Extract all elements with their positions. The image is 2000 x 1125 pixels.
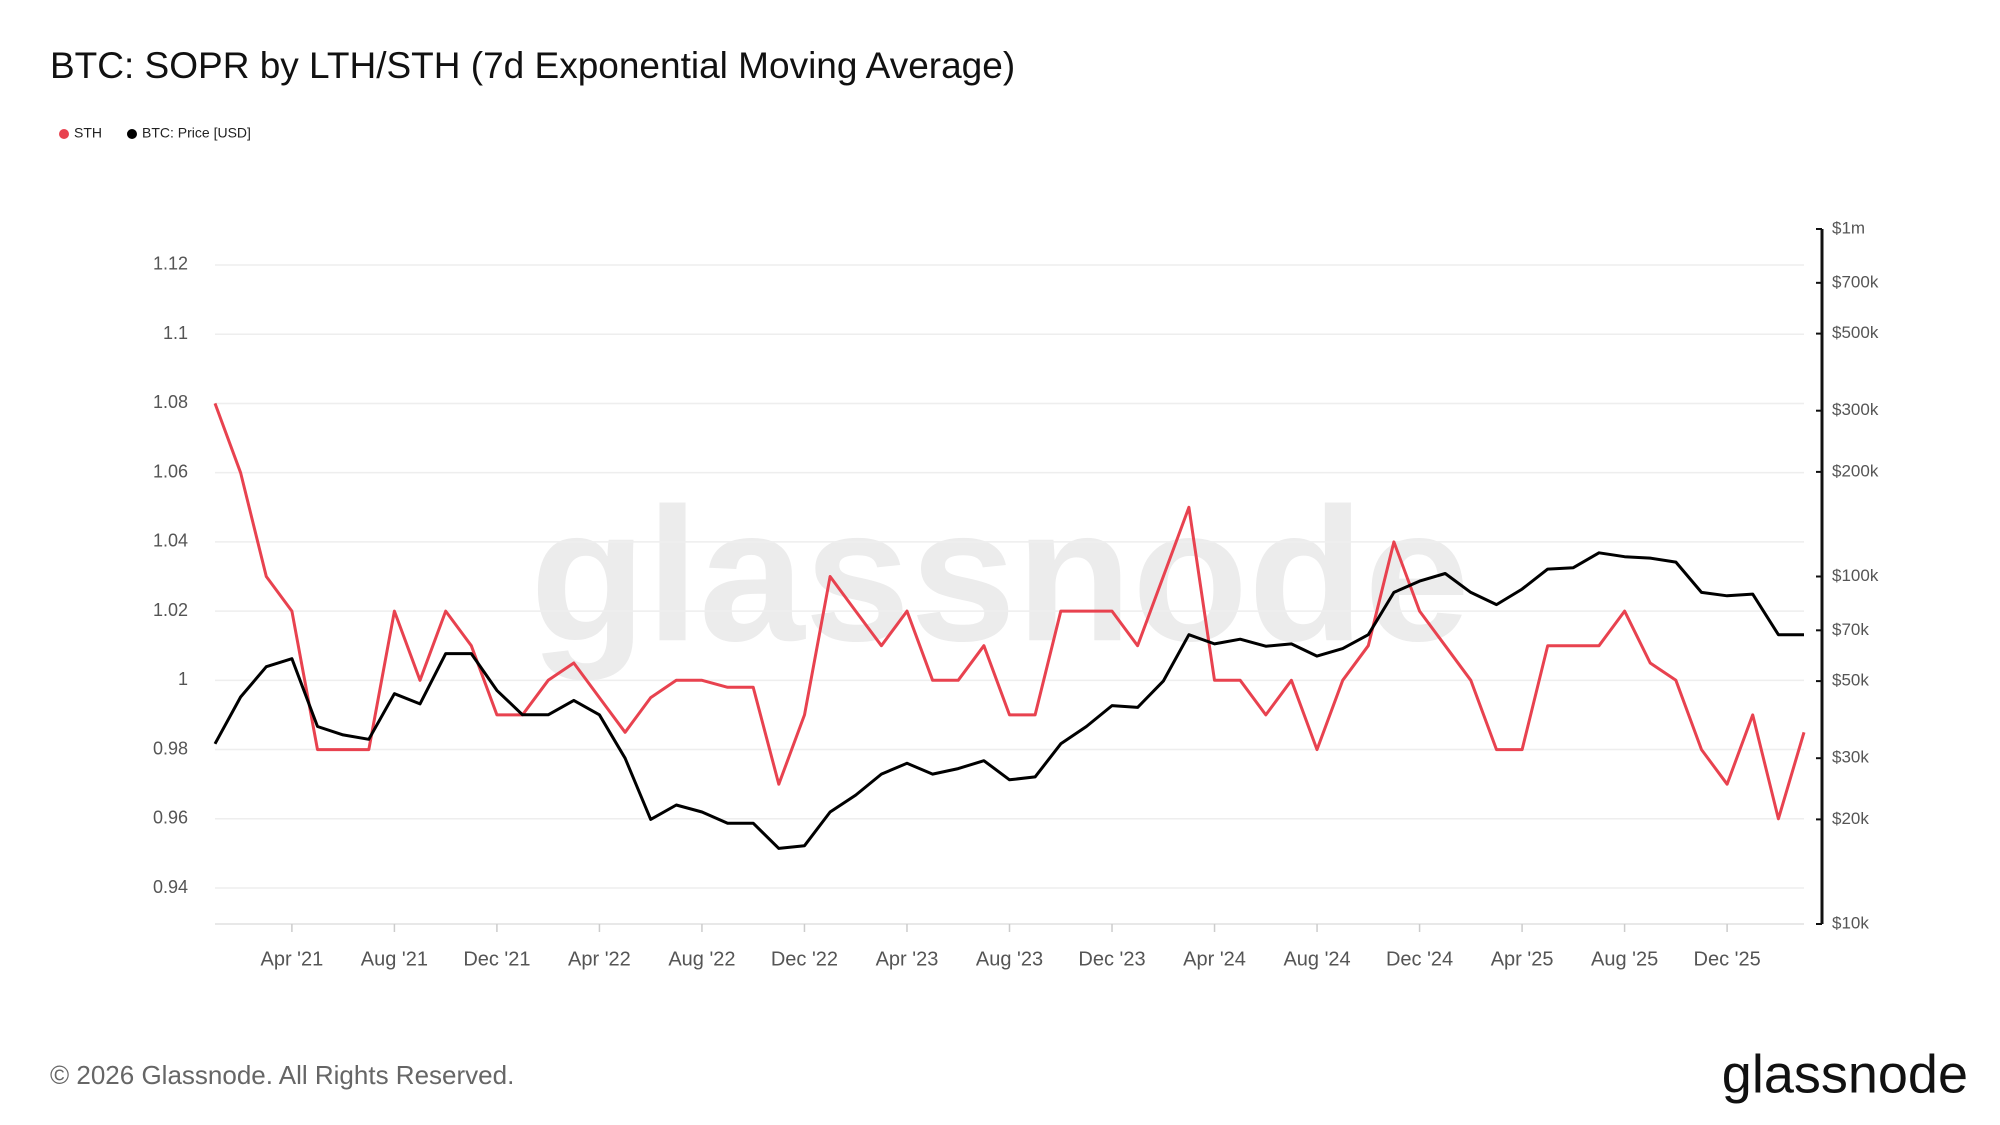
y-tick-label: 1.08 (153, 392, 188, 412)
y-tick-label: 1.06 (153, 461, 188, 481)
y-tick-label: 1.02 (153, 600, 188, 620)
logo: glassnode (1722, 1044, 1968, 1104)
y-tick-label: 1.04 (153, 531, 188, 551)
y-tick-label: 0.96 (153, 808, 188, 828)
y2-tick-label: $1m (1832, 218, 1865, 237)
x-tick-label: Aug '21 (361, 948, 428, 970)
legend-marker (127, 129, 137, 139)
x-tick-label: Apr '24 (1183, 948, 1246, 970)
series-line (213, 402, 1806, 821)
y2-tick-label: $30k (1832, 748, 1869, 767)
x-tick-label: Apr '25 (1491, 948, 1554, 970)
x-tick-label: Aug '25 (1591, 948, 1658, 970)
y2-tick-label: $10k (1832, 913, 1869, 932)
y2-tick-label: $70k (1832, 620, 1869, 639)
footer: © 2026 Glassnode. All Rights Reserved. (50, 1060, 514, 1090)
series-line (213, 551, 1804, 850)
legend-marker (59, 129, 69, 139)
legend: STH BTC: Price [USD] (59, 125, 251, 141)
y-tick-label: 1.12 (153, 254, 188, 274)
legend-label: STH (74, 125, 102, 141)
x-tick-label: Aug '22 (668, 948, 735, 970)
y2-tick-label: $200k (1832, 461, 1879, 480)
y2-tick-label: $20k (1832, 809, 1869, 828)
y2-tick-label: $700k (1832, 272, 1879, 291)
x-tick-label: Dec '24 (1386, 948, 1453, 970)
y2-tick-label: $100k (1832, 566, 1879, 585)
x-tick-label: Apr '21 (261, 948, 324, 970)
chart-title: BTC: SOPR by LTH/STH (7d Exponential Mov… (50, 45, 1015, 86)
x-tick-label: Apr '23 (876, 948, 939, 970)
y-tick-label: 0.98 (153, 738, 188, 758)
y2-tick-label: $300k (1832, 400, 1879, 419)
y-tick-label: 1 (178, 669, 188, 689)
x-tick-label: Dec '25 (1694, 948, 1761, 970)
y2-tick-label: $50k (1832, 671, 1869, 690)
x-tick-label: Apr '22 (568, 948, 631, 970)
y-tick-label: 0.94 (153, 877, 188, 897)
y2-tick-label: $500k (1832, 323, 1879, 342)
x-tick-label: Aug '24 (1283, 948, 1350, 970)
y-tick-label: 1.1 (163, 323, 188, 343)
x-tick-label: Dec '22 (771, 948, 838, 970)
legend-label: BTC: Price [USD] (142, 125, 251, 141)
watermark: glassnode (530, 469, 1470, 681)
x-tick-label: Dec '23 (1078, 948, 1145, 970)
x-tick-label: Aug '23 (976, 948, 1043, 970)
x-tick-label: Dec '21 (463, 948, 530, 970)
